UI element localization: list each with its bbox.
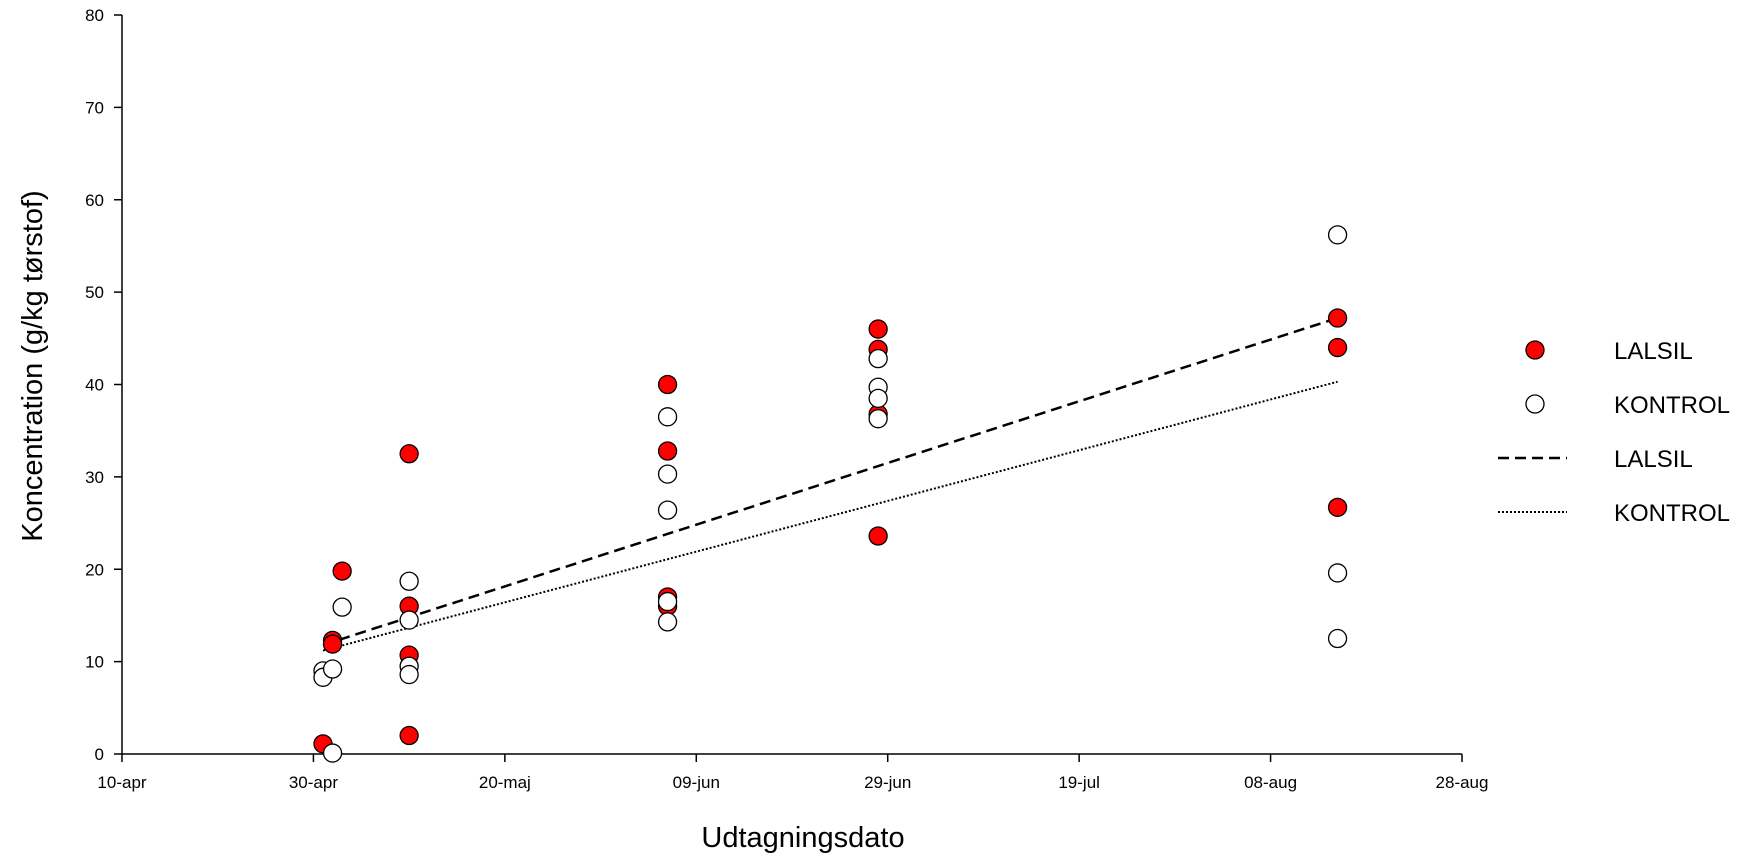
- axes: 0 10 20 30 40 50 60 70 80 10-apr 30-apr 20-maj 09-ju…: [85, 6, 1488, 792]
- trendlines: [322, 316, 1338, 652]
- x-tick-label: 09-jun: [673, 773, 720, 792]
- x-tick-label: 28-aug: [1436, 773, 1489, 792]
- x-tick-label: 20-maj: [479, 773, 531, 792]
- x-tick-label: 08-aug: [1244, 773, 1297, 792]
- data-point-lalsil: [322, 634, 343, 654]
- data-point-kontrol: [322, 743, 343, 763]
- data-point-kontrol: [332, 597, 352, 617]
- legend: LALSIL KONTROL LALSIL KONTROL: [1498, 338, 1730, 527]
- data-point-lalsil: [868, 526, 888, 546]
- data-point-kontrol: [868, 409, 888, 429]
- y-tick-label: 0: [95, 745, 104, 764]
- y-tick-label: 10: [85, 653, 104, 672]
- legend-label: KONTROL: [1614, 392, 1730, 419]
- data-point-lalsil: [1327, 308, 1348, 328]
- data-point-kontrol: [657, 612, 678, 632]
- data-point-kontrol: [657, 407, 678, 427]
- data-point-kontrol: [657, 464, 678, 484]
- data-point-lalsil: [332, 561, 352, 581]
- data-point-lalsil: [1327, 497, 1348, 518]
- trendline-kontrol: [322, 380, 1338, 652]
- trendline-lalsil: [322, 316, 1338, 647]
- y-tick-label: 30: [85, 468, 104, 487]
- legend-label: LALSIL: [1614, 338, 1693, 365]
- y-tick-label: 40: [85, 376, 104, 395]
- data-point-lalsil: [399, 444, 419, 464]
- data-point-lalsil: [399, 725, 419, 746]
- x-axis-title: Udtagningsdato: [701, 822, 904, 854]
- y-tick-label: 70: [85, 98, 104, 117]
- data-point-lalsil: [868, 319, 888, 339]
- data-point-lalsil: [657, 441, 678, 461]
- x-tick-label: 10-apr: [97, 773, 146, 792]
- data-point-lalsil: [657, 374, 678, 395]
- y-tick-label: 80: [85, 6, 104, 25]
- data-point-kontrol: [1327, 225, 1348, 245]
- x-tick-label: 29-jun: [864, 773, 911, 792]
- data-point-lalsil: [1327, 337, 1348, 358]
- data-point-kontrol: [399, 610, 419, 630]
- data-point-kontrol: [1327, 563, 1348, 583]
- x-tick-label: 30-apr: [289, 773, 338, 792]
- legend-marker-kontrol: [1525, 394, 1545, 414]
- legend-marker-lalsil: [1525, 340, 1545, 360]
- data-point-kontrol: [322, 659, 343, 679]
- y-axis-title: Koncentration (g/kg tørstof): [17, 190, 49, 541]
- data-point-kontrol: [868, 388, 888, 409]
- x-tick-label: 19-jul: [1058, 773, 1100, 792]
- data-point-kontrol: [399, 571, 419, 591]
- legend-label: LALSIL: [1614, 446, 1693, 473]
- y-tick-label: 50: [85, 283, 104, 302]
- y-tick-label: 20: [85, 560, 104, 579]
- legend-label: KONTROL: [1614, 500, 1730, 527]
- data-points: [313, 225, 1348, 763]
- y-tick-label: 60: [85, 191, 104, 210]
- data-point-kontrol: [657, 500, 678, 520]
- data-point-kontrol: [399, 664, 419, 685]
- data-point-kontrol: [1327, 628, 1348, 649]
- data-point-kontrol: [868, 348, 888, 369]
- data-point-kontrol: [657, 591, 678, 612]
